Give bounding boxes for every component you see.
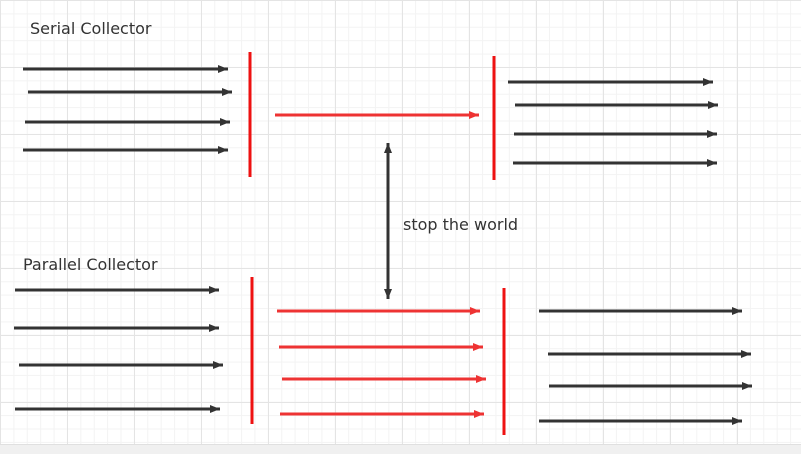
horizontal-scrollbar[interactable] (0, 444, 801, 454)
parallel-gc-threads (277, 307, 486, 418)
parallel-app-threads-before (14, 286, 223, 413)
parallel-collector-title: Parallel Collector (23, 255, 158, 274)
parallel-app-threads-after (539, 307, 752, 425)
serial-app-threads-after (508, 78, 718, 167)
serial-collector-title: Serial Collector (30, 19, 152, 38)
serial-app-threads-before (23, 65, 232, 154)
stop-the-world-label: stop the world (403, 215, 519, 234)
